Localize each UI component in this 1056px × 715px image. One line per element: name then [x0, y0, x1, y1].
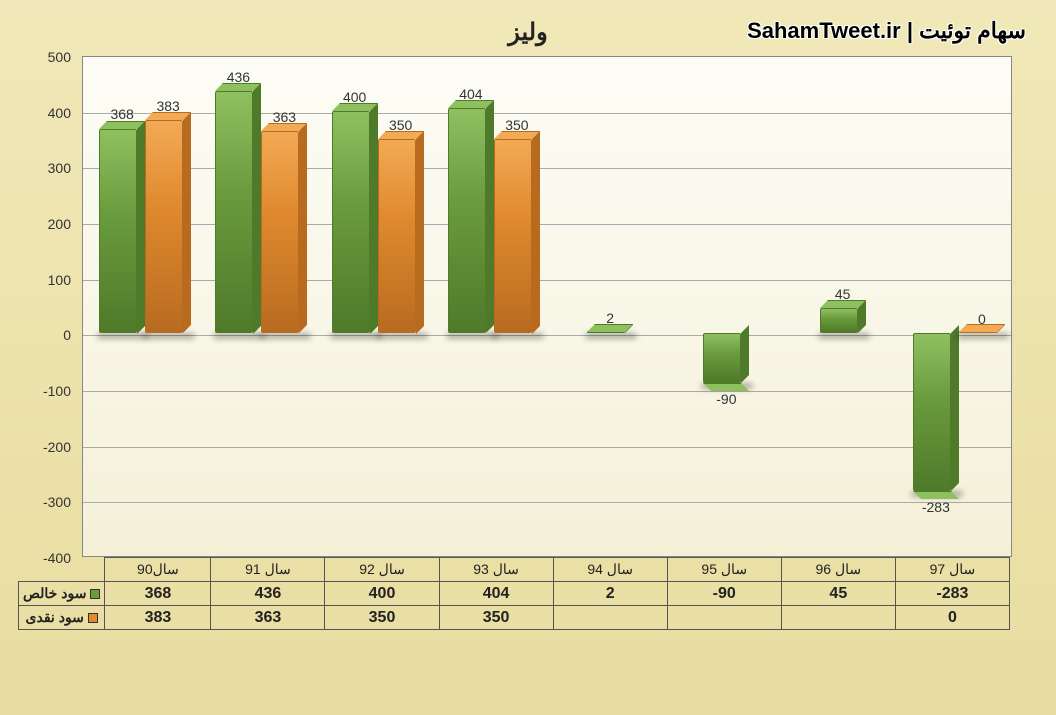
data-label: -283 — [922, 499, 950, 515]
table-header: سال 97 — [895, 558, 1009, 582]
table-header: سال 93 — [439, 558, 553, 582]
table-cell: 363 — [211, 606, 325, 630]
data-label: 363 — [273, 109, 296, 125]
table-header: سال 91 — [211, 558, 325, 582]
y-axis-label: 0 — [21, 327, 71, 343]
bar-1-7 — [959, 332, 997, 333]
plot-area: -400-300-200-100010020030040050036838343… — [82, 56, 1012, 557]
bar-0-7 — [913, 333, 951, 491]
table-header: سال90 — [105, 558, 211, 582]
y-axis-label: -300 — [21, 494, 71, 510]
table-header: سال 96 — [781, 558, 895, 582]
bar-0-1 — [215, 91, 253, 334]
bar-1-2 — [378, 139, 416, 334]
data-label: -90 — [716, 391, 736, 407]
legend-cell: سود خالص — [19, 582, 105, 606]
watermark-sep: | — [901, 18, 919, 43]
data-label: 45 — [835, 286, 851, 302]
y-axis-label: 300 — [21, 160, 71, 176]
y-axis-label: 400 — [21, 105, 71, 121]
table-cell: 350 — [325, 606, 439, 630]
table-cell: 436 — [211, 582, 325, 606]
data-label: 350 — [505, 117, 528, 133]
data-label: 0 — [978, 311, 986, 327]
table-cell: 2 — [553, 582, 667, 606]
table-cell: 383 — [105, 606, 211, 630]
data-label: 383 — [156, 98, 179, 114]
data-label: 404 — [459, 86, 482, 102]
gridline — [83, 391, 1011, 392]
bar-0-6 — [820, 308, 858, 333]
table-cell — [553, 606, 667, 630]
watermark-fa: سهام توئیت — [919, 18, 1026, 43]
y-axis-label: -200 — [21, 439, 71, 455]
table-cell: -283 — [895, 582, 1009, 606]
y-axis-label: 500 — [21, 49, 71, 65]
bar-0-2 — [332, 111, 370, 334]
bar-0-0 — [99, 129, 137, 334]
data-table: سال90سال 91سال 92سال 93سال 94سال 95سال 9… — [18, 557, 1010, 630]
table-cell — [667, 606, 781, 630]
table-header: سال 92 — [325, 558, 439, 582]
chart-title: ولیز — [508, 18, 547, 47]
data-label: 400 — [343, 89, 366, 105]
watermark-site: SahamTweet.ir — [747, 18, 901, 43]
table-cell: 0 — [895, 606, 1009, 630]
table-cell: 350 — [439, 606, 553, 630]
legend-cell: سود نقدی — [19, 606, 105, 630]
gridline — [83, 447, 1011, 448]
bar-1-0 — [145, 120, 183, 333]
data-label: 368 — [110, 106, 133, 122]
table-cell: 400 — [325, 582, 439, 606]
gridline — [83, 502, 1011, 503]
table-header: سال 95 — [667, 558, 781, 582]
data-label: 2 — [606, 310, 614, 326]
y-axis-label: -100 — [21, 383, 71, 399]
data-label: 350 — [389, 117, 412, 133]
table-cell: -90 — [667, 582, 781, 606]
y-axis-label: 200 — [21, 216, 71, 232]
table-header: سال 94 — [553, 558, 667, 582]
bar-1-1 — [261, 131, 299, 333]
bar-0-4 — [587, 332, 625, 333]
bar-1-3 — [494, 139, 532, 334]
bar-0-3 — [448, 108, 486, 333]
table-cell: 368 — [105, 582, 211, 606]
watermark: سهام توئیت | SahamTweet.ir — [747, 18, 1026, 44]
table-cell: 45 — [781, 582, 895, 606]
bar-0-5 — [703, 333, 741, 383]
y-axis-label: 100 — [21, 272, 71, 288]
table-cell: 404 — [439, 582, 553, 606]
data-label: 436 — [227, 69, 250, 85]
table-cell — [781, 606, 895, 630]
